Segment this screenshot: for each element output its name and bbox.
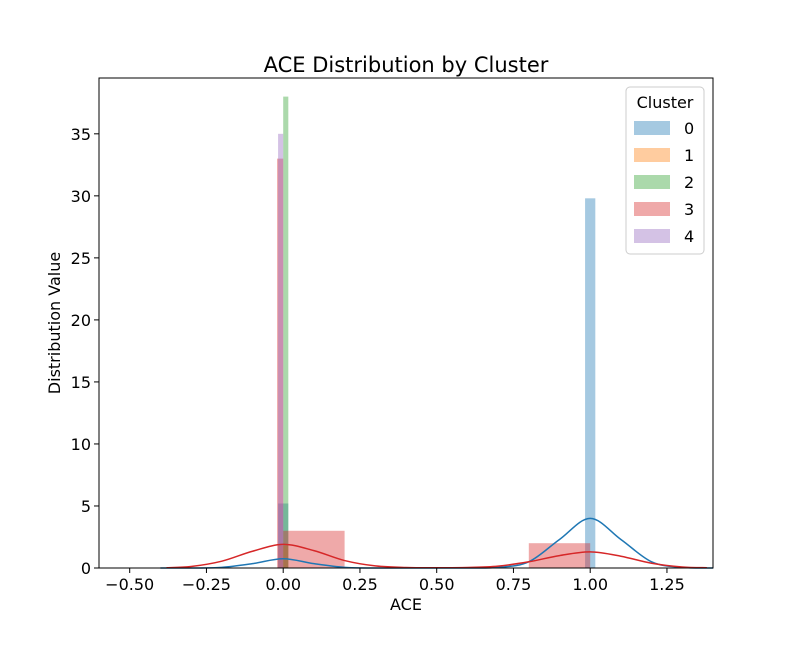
legend-swatch-cluster-4 bbox=[634, 229, 670, 243]
y-tick-label: 10 bbox=[71, 435, 91, 454]
legend-swatch-cluster-2 bbox=[634, 175, 670, 189]
legend-box bbox=[625, 86, 705, 255]
legend-label-cluster-4: 4 bbox=[684, 227, 694, 246]
x-tick-label: −0.25 bbox=[182, 575, 231, 594]
chart-title: ACE Distribution by Cluster bbox=[264, 53, 549, 77]
x-tick-label: 0.50 bbox=[419, 575, 455, 594]
kde-line-cluster-0 bbox=[160, 517, 714, 569]
y-axis-label: Distribution Value bbox=[45, 252, 64, 394]
legend-swatch-cluster-0 bbox=[634, 121, 670, 135]
y-tick-label: 25 bbox=[71, 249, 91, 268]
legend-title: Cluster bbox=[637, 93, 694, 112]
x-tick-label: 1.25 bbox=[649, 575, 685, 594]
legend-swatch-cluster-3 bbox=[634, 202, 670, 216]
x-axis-ticks: −0.50 −0.25 0.00 0.25 0.50 0.75 1.00 1.25 bbox=[105, 568, 685, 594]
y-axis-ticks: 0 5 10 15 20 25 30 35 bbox=[71, 125, 99, 578]
legend-label-cluster-3: 3 bbox=[684, 200, 694, 219]
y-tick-label: 20 bbox=[71, 311, 91, 330]
y-tick-label: 15 bbox=[71, 373, 91, 392]
bar-cluster-3-1 bbox=[283, 530, 345, 568]
kde-curves bbox=[160, 517, 714, 569]
bar-cluster-0-1 bbox=[585, 198, 596, 569]
x-tick-label: 1.00 bbox=[572, 575, 608, 594]
y-tick-label: 30 bbox=[71, 187, 91, 206]
x-tick-label: 0.00 bbox=[265, 575, 301, 594]
legend-swatch-cluster-1 bbox=[634, 148, 670, 162]
bar-cluster-1-0 bbox=[278, 545, 289, 568]
bar-cluster-0-0 bbox=[278, 503, 289, 568]
y-tick-label: 5 bbox=[81, 497, 91, 516]
plot-frame bbox=[98, 77, 714, 569]
legend-label-cluster-0: 0 bbox=[684, 119, 694, 138]
legend-entries: 0 1 2 3 4 bbox=[634, 119, 694, 246]
bar-cluster-3-0 bbox=[277, 158, 284, 568]
x-axis-label: ACE bbox=[390, 595, 422, 614]
legend-label-cluster-2: 2 bbox=[684, 173, 694, 192]
bar-cluster-4-0 bbox=[278, 133, 284, 568]
x-tick-label: 0.75 bbox=[496, 575, 532, 594]
legend-label-cluster-1: 1 bbox=[684, 146, 694, 165]
bar-cluster-2-0 bbox=[283, 96, 289, 568]
y-tick-label: 0 bbox=[81, 559, 91, 578]
x-tick-label: 0.25 bbox=[342, 575, 378, 594]
x-tick-label: −0.50 bbox=[105, 575, 154, 594]
legend: Cluster 0 1 2 3 4 bbox=[625, 86, 705, 255]
histogram-bars bbox=[277, 96, 596, 569]
y-tick-label: 35 bbox=[71, 125, 91, 144]
